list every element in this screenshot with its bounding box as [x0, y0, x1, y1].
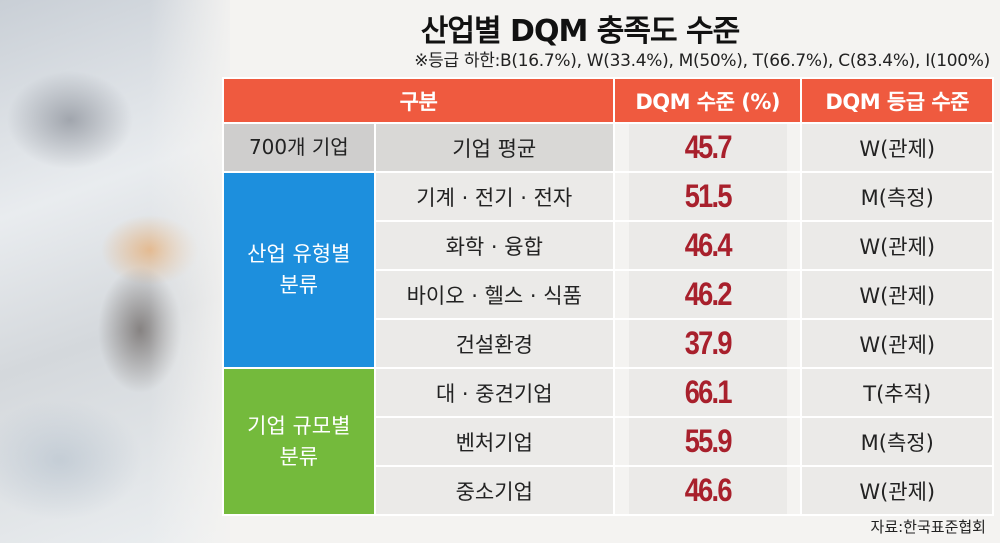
value-cell: 46.4: [627, 220, 789, 271]
value-cell: 51.5: [627, 171, 789, 222]
table-row: 바이오 · 헬스 · 식품 46.2 W(관제): [223, 269, 994, 320]
sub-cell: 화학 · 융합: [373, 220, 615, 271]
value-cell: 66.1: [627, 367, 789, 418]
sub-cell: 건설환경: [373, 318, 615, 369]
table-row: 건설환경 37.9 W(관제): [223, 318, 994, 369]
value-cell: 46.6: [627, 465, 789, 516]
category-label: 분류: [279, 444, 319, 469]
sub-cell: 기업 평균: [373, 122, 615, 173]
photo-fade: [150, 0, 230, 543]
dqm-table: 구분 DQM 수준 (%) DQM 등급 수준 700개 기업 기업 평균 45…: [222, 77, 994, 516]
table-row: 중소기업 46.6 W(관제): [223, 465, 994, 516]
category-cell-industry: 산업 유형별 분류: [222, 171, 376, 369]
sub-cell: 벤처기업: [373, 416, 615, 467]
table-row-overall: 700개 기업 기업 평균 45.7 W(관제): [222, 122, 994, 173]
table-row: 벤처기업 55.9 M(측정): [223, 416, 994, 467]
grade-cell: W(관제): [800, 220, 994, 271]
sub-cell: 기계 · 전기 · 전자: [373, 171, 615, 222]
header-grade: DQM 등급 수준: [800, 77, 994, 124]
grade-cell: M(측정): [800, 416, 994, 467]
category-label: 분류: [279, 273, 319, 297]
table-row: 산업 유형별 분류 기계 · 전기 · 전자 51.5 M(측정): [222, 171, 994, 369]
grade-cell: W(관제): [800, 122, 994, 173]
table-row: 화학 · 융합 46.4 W(관제): [223, 220, 994, 271]
sub-cell: 중소기업: [373, 465, 615, 516]
page-title: 산업별 DQM 충족도 수준: [420, 14, 740, 49]
header-level: DQM 수준 (%): [612, 77, 803, 124]
sub-cell: 바이오 · 헬스 · 식품: [373, 269, 615, 320]
category-cell-overall: 700개 기업: [222, 122, 376, 173]
grade-cell: W(관제): [800, 318, 994, 369]
grade-cell: W(관제): [800, 465, 994, 516]
grade-cell: W(관제): [800, 269, 994, 320]
category-label: 산업 유형별: [247, 242, 351, 266]
value-cell: 55.9: [627, 416, 789, 467]
sub-cell: 대 · 중견기업: [373, 367, 615, 418]
table-header-row: 구분 DQM 수준 (%) DQM 등급 수준: [222, 77, 994, 124]
value-cell: 37.9: [627, 318, 789, 369]
value-cell: 46.2: [627, 269, 789, 320]
category-label: 기업 규모별: [247, 413, 351, 438]
value-cell: 45.7: [627, 122, 789, 173]
source-note: 자료:한국표준협회: [870, 518, 986, 536]
table-row: 기업 규모별 분류 대 · 중견기업 66.1 T(추적): [222, 367, 994, 516]
category-cell-size: 기업 규모별 분류: [222, 367, 376, 516]
grade-cell: T(추적): [800, 367, 994, 418]
grade-threshold-note: ※등급 하한:B(16.7%), W(33.4%), M(50%), T(66.…: [414, 51, 990, 71]
grade-cell: M(측정): [800, 171, 994, 222]
header-category: 구분: [222, 77, 615, 124]
